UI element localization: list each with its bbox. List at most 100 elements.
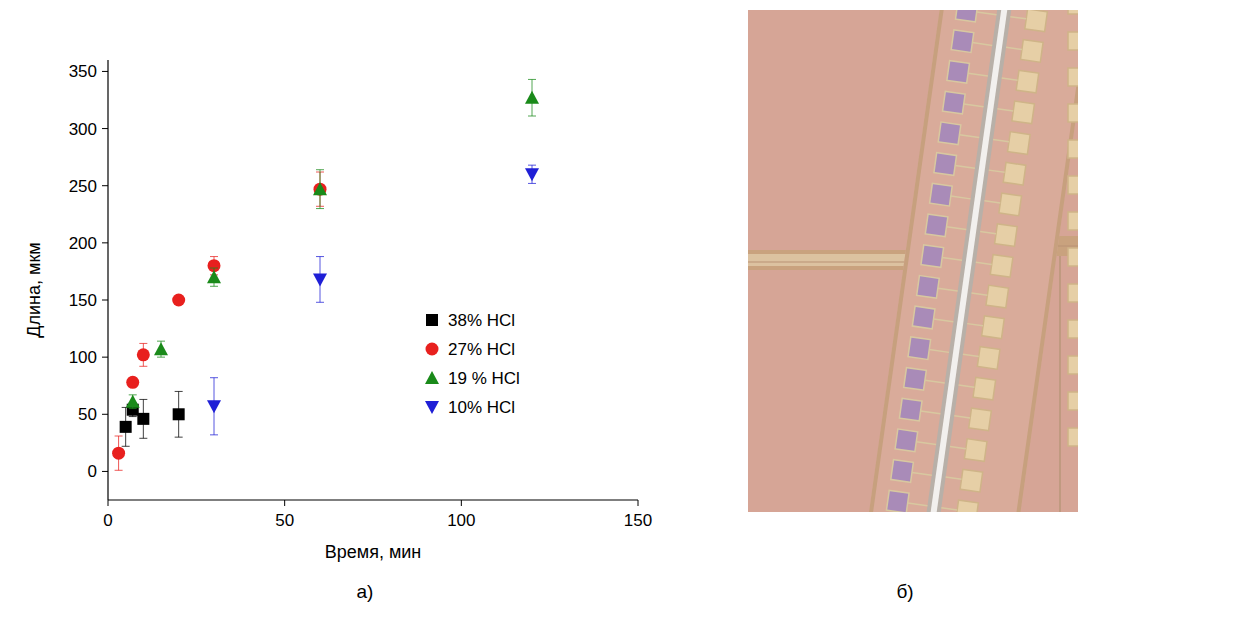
point	[172, 294, 185, 307]
series	[207, 165, 539, 435]
point	[173, 408, 185, 420]
point	[126, 376, 139, 389]
pad-gold	[960, 469, 983, 492]
lead	[980, 232, 996, 234]
pad-gold	[995, 224, 1018, 247]
x-axis-title: Время, мин	[325, 542, 422, 562]
legend-label: 38% HCl	[448, 311, 515, 330]
pad-gold	[1025, 10, 1048, 32]
pad-gold	[1068, 32, 1078, 50]
lead	[984, 201, 1000, 203]
pad-violet	[908, 337, 931, 360]
lead	[972, 293, 988, 295]
pad-gold	[1068, 10, 1078, 14]
pad-violet	[934, 153, 957, 176]
y-axis	[107, 60, 108, 500]
pad-gold	[986, 285, 1009, 308]
point	[525, 91, 539, 104]
y-tick	[102, 357, 108, 358]
pad-violet	[904, 368, 927, 391]
x-tick-label: 0	[103, 511, 112, 530]
series	[112, 172, 326, 470]
lead	[1006, 47, 1022, 49]
point	[207, 400, 221, 413]
pad-gold	[1068, 428, 1078, 446]
pad-gold	[1068, 104, 1078, 122]
lead	[959, 135, 979, 138]
pad-violet	[951, 30, 974, 53]
y-tick	[102, 185, 108, 186]
pad-gold	[1068, 284, 1078, 302]
pad-violet	[925, 214, 948, 237]
y-tick	[102, 71, 108, 72]
lead	[946, 477, 962, 479]
pad-violet	[899, 398, 922, 421]
lead	[997, 109, 1013, 111]
pad-gold	[1016, 70, 1039, 93]
lead	[967, 324, 983, 326]
lead	[964, 104, 984, 107]
lead	[977, 12, 997, 15]
legend-marker	[426, 343, 439, 356]
x-tick-label: 150	[624, 511, 652, 530]
legend: 38% HCl27% HCl19 % HCl10% HCl	[425, 311, 520, 417]
lead	[968, 73, 988, 76]
lead	[993, 139, 1009, 141]
pad-violet	[947, 61, 970, 84]
pad-gold	[969, 408, 992, 431]
pad-gold	[1068, 320, 1078, 338]
frame-line	[748, 262, 930, 263]
pad-gold	[977, 347, 1000, 370]
lead	[972, 43, 992, 46]
legend-marker	[426, 314, 438, 326]
pad-gold	[1068, 176, 1078, 194]
pad-violet	[912, 306, 935, 329]
point	[120, 421, 132, 433]
point	[314, 183, 327, 196]
y-tick-label: 50	[78, 405, 97, 424]
panel-label: а)	[357, 581, 374, 602]
point	[137, 348, 150, 361]
x-tick	[108, 500, 109, 506]
lead	[989, 170, 1005, 172]
pad-gold	[1068, 356, 1078, 374]
lead	[955, 165, 975, 168]
pad-violet	[895, 429, 918, 452]
y-tick	[102, 300, 108, 301]
pad-gold	[973, 377, 996, 400]
lead	[976, 262, 992, 264]
x-tick	[461, 500, 462, 506]
lead	[963, 354, 979, 356]
panel-label: б)	[896, 581, 913, 602]
micrograph	[748, 10, 1078, 512]
lead	[908, 503, 928, 506]
lead	[959, 385, 975, 387]
legend-label: 19 % HCl	[448, 369, 520, 388]
y-tick-label: 250	[69, 177, 97, 196]
y-tick	[102, 471, 108, 472]
y-tick-label: 200	[69, 234, 97, 253]
pad-violet	[921, 245, 944, 268]
lead	[954, 416, 970, 418]
pad-gold	[1068, 140, 1078, 158]
pad-violet	[955, 10, 978, 22]
frame-line	[1059, 256, 1061, 512]
pad-gold	[1068, 212, 1078, 230]
pad-gold	[956, 500, 979, 512]
lead	[921, 411, 941, 414]
pad-gold	[1012, 101, 1035, 124]
strip	[855, 10, 1078, 512]
pad-violet	[943, 91, 966, 114]
lead	[916, 442, 936, 445]
pad-violet	[930, 183, 953, 206]
y-tick-label: 350	[69, 62, 97, 81]
legend-marker	[425, 401, 439, 414]
x-tick-label: 50	[275, 511, 294, 530]
point	[313, 273, 327, 286]
legend-label: 10% HCl	[448, 398, 515, 417]
lead	[950, 446, 966, 448]
y-tick-label: 100	[69, 348, 97, 367]
lead	[942, 257, 962, 260]
pad-gold	[964, 439, 987, 462]
lead	[941, 508, 957, 510]
